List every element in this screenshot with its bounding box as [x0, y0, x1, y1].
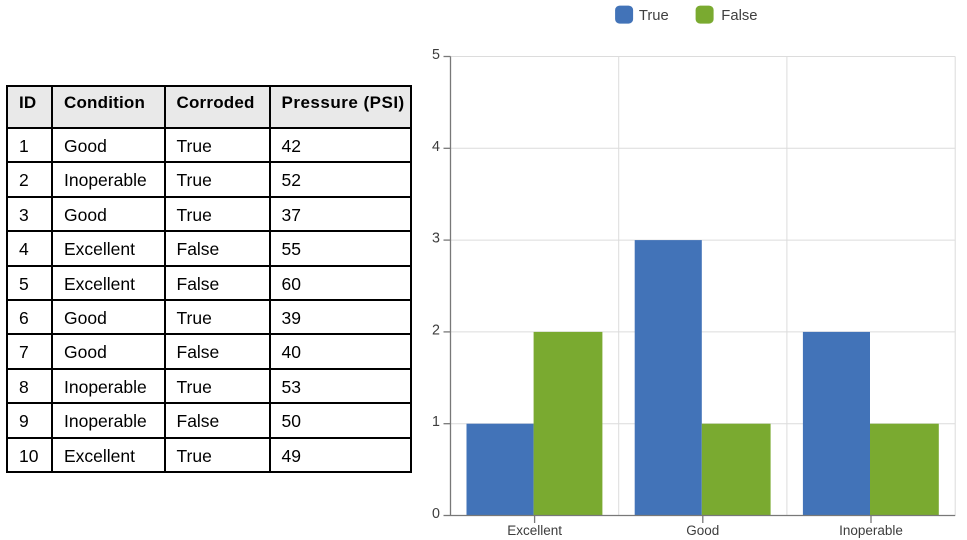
- svg-text:Inoperable: Inoperable: [839, 523, 903, 538]
- svg-text:1: 1: [432, 414, 440, 430]
- svg-text:0: 0: [432, 506, 440, 522]
- svg-text:True: True: [639, 8, 669, 24]
- svg-text:5: 5: [432, 47, 440, 63]
- svg-text:2: 2: [432, 322, 440, 338]
- svg-text:False: False: [721, 8, 757, 24]
- svg-text:Good: Good: [686, 523, 719, 538]
- svg-text:3: 3: [432, 231, 440, 247]
- svg-text:Excellent: Excellent: [507, 523, 562, 538]
- svg-text:4: 4: [432, 139, 440, 155]
